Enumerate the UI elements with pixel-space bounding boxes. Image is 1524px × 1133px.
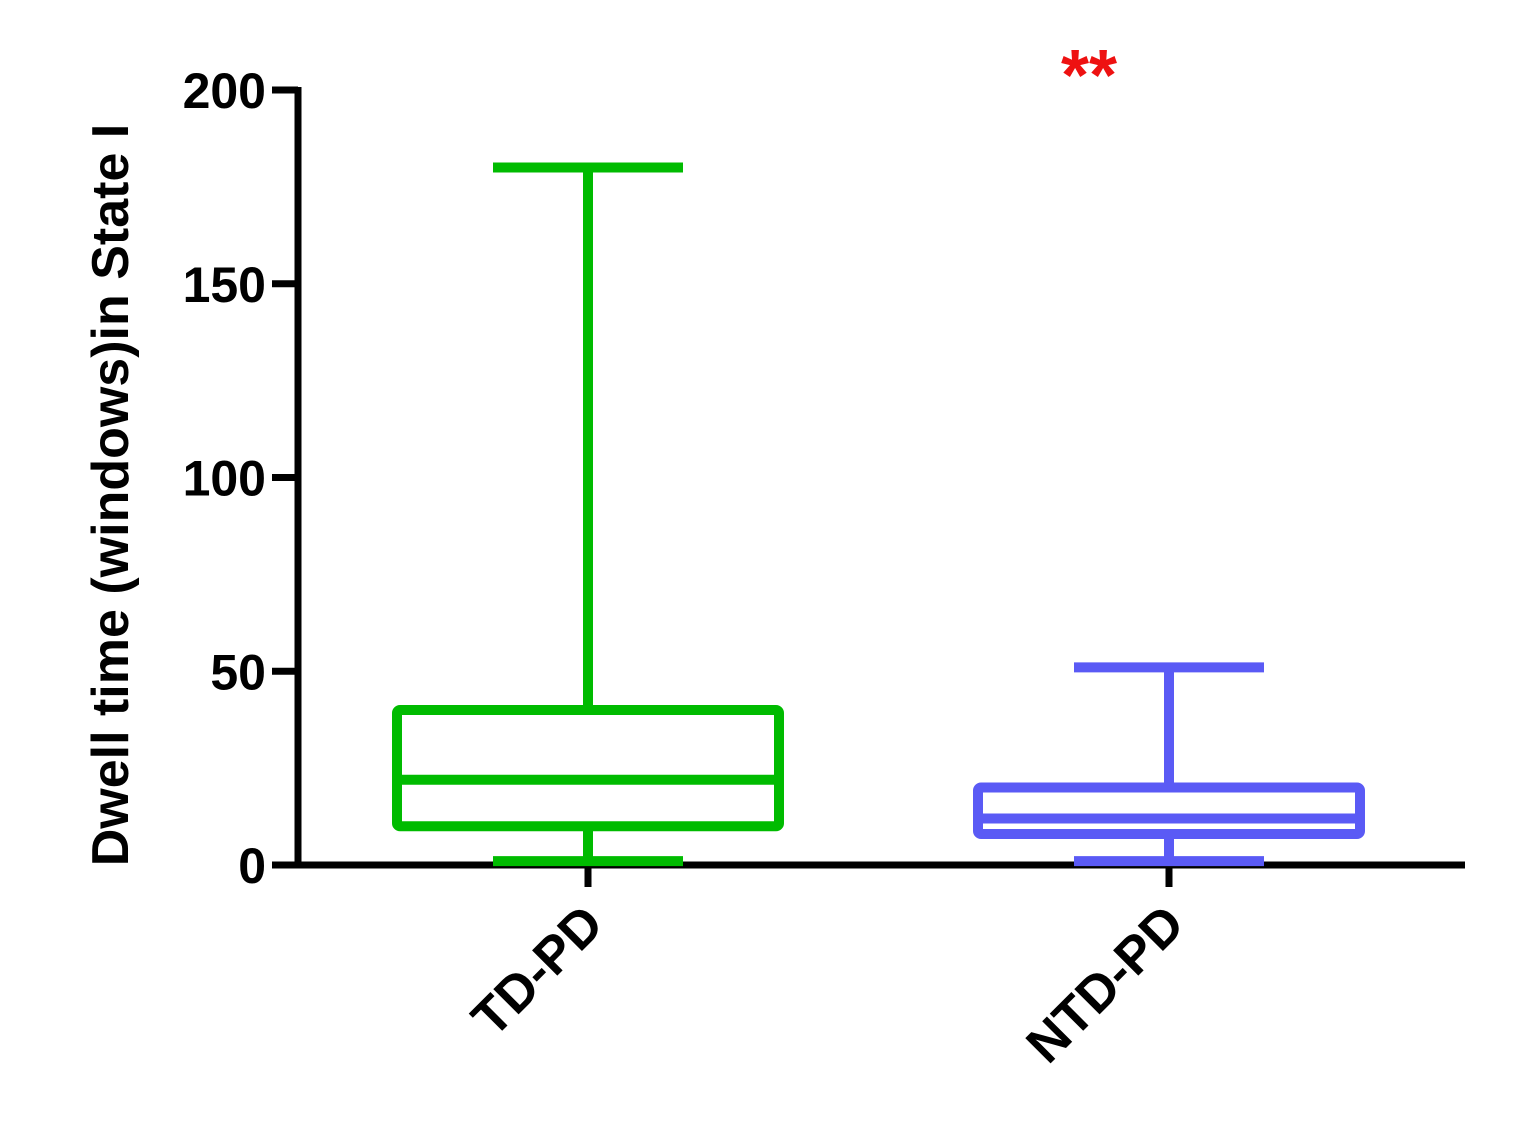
x-tick-label: TD-PD: [461, 894, 614, 1047]
box-ntd-pd: [973, 662, 1365, 867]
y-tick-label: 0: [238, 838, 266, 894]
y-tick-label: 150: [183, 257, 266, 313]
y-tick-label: 50: [210, 644, 266, 700]
box-td-pd: [392, 162, 784, 867]
significance-annotation: **: [1061, 36, 1117, 116]
iqr-box: [973, 782, 1365, 839]
y-tick-label: 100: [183, 451, 266, 507]
axes: 0 50 100 150 200 TD-PD NTD-PD: [183, 63, 1465, 1074]
iqr-box: [392, 705, 784, 832]
y-tick-label: 200: [183, 63, 266, 119]
x-tick-label: NTD-PD: [1016, 894, 1196, 1074]
boxes: **: [392, 36, 1365, 867]
y-axis-label: Dwell time (windows)in State I: [82, 124, 140, 867]
